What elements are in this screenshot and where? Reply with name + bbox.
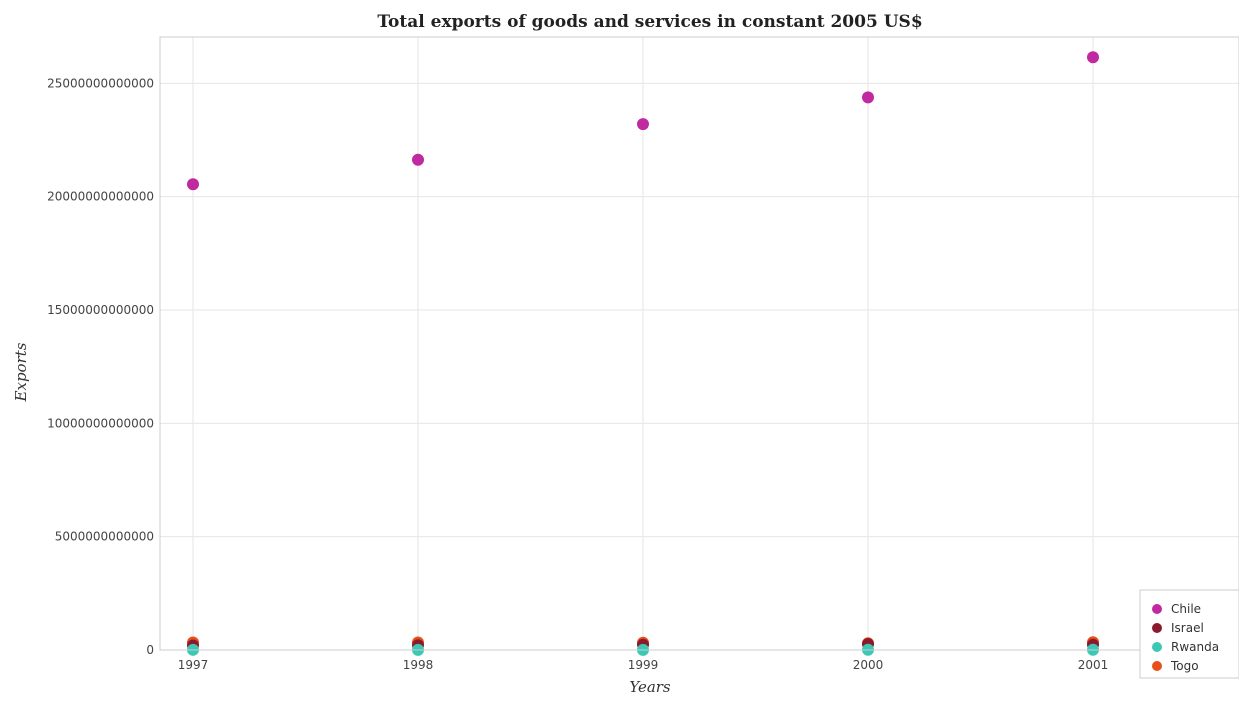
legend-marker-israel: [1152, 623, 1162, 633]
legend-label-chile: Chile: [1171, 602, 1201, 616]
y-axis-ticks: 0 5000000000000 10000000000000 150000000000…: [47, 76, 154, 657]
x-tick-label: 2000: [853, 658, 884, 672]
legend-label-rwanda: Rwanda: [1171, 640, 1219, 654]
y-tick-label: 10000000000000: [47, 416, 154, 430]
legend-marker-rwanda: [1152, 642, 1162, 652]
legend: Chile Israel Rwanda Togo: [1139, 589, 1239, 679]
x-tick-label: 2001: [1078, 658, 1109, 672]
legend-label-togo: Togo: [1170, 659, 1199, 673]
point-chile-2001: [1087, 51, 1099, 64]
y-tick-label: 25000000000000: [47, 76, 154, 90]
chart-title: Total exports of goods and services in c…: [377, 12, 922, 32]
legend-label-israel: Israel: [1171, 621, 1204, 635]
legend-marker-chile: [1152, 604, 1162, 614]
y-axis-title: Exports: [12, 342, 30, 402]
point-chile-1998: [412, 153, 424, 166]
x-tick-label: 1999: [628, 658, 659, 672]
legend-marker-togo: [1152, 661, 1162, 671]
x-axis-title: Years: [629, 678, 671, 696]
y-tick-label: 15000000000000: [47, 303, 154, 317]
x-axis-ticks: 1997 1998 1999 2000 2001: [178, 658, 1109, 672]
x-tick-label: 1998: [403, 658, 434, 672]
grid: [160, 37, 1239, 651]
y-tick-label: 5000000000000: [55, 530, 154, 544]
point-chile-1999: [637, 118, 649, 131]
y-tick-label: 20000000000000: [47, 190, 154, 204]
y-tick-label: 0: [146, 643, 154, 657]
plot-frame: [159, 36, 1239, 651]
data-points: [187, 51, 1099, 656]
point-chile-1997: [187, 178, 199, 191]
point-chile-2000: [862, 91, 874, 104]
x-tick-label: 1997: [178, 658, 209, 672]
